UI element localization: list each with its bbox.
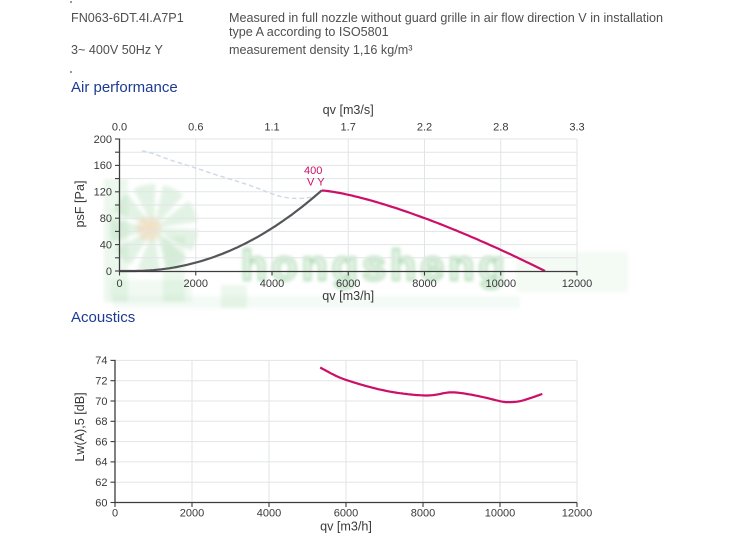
svg-text:0: 0 — [106, 266, 112, 278]
svg-text:68: 68 — [95, 416, 107, 428]
svg-text:160: 160 — [94, 160, 112, 172]
svg-text:0.6: 0.6 — [188, 122, 203, 134]
svg-text:12000: 12000 — [562, 278, 593, 290]
svg-text:2000: 2000 — [180, 508, 204, 520]
svg-text:V Y: V Y — [307, 177, 325, 189]
svg-text:6000: 6000 — [334, 508, 358, 520]
svg-text:4000: 4000 — [260, 278, 284, 290]
svg-text:1.1: 1.1 — [264, 122, 279, 134]
svg-text:62: 62 — [95, 477, 107, 489]
svg-text:6000: 6000 — [336, 278, 360, 290]
svg-text:40: 40 — [100, 239, 112, 251]
svg-text:qv [m3/s]: qv [m3/s] — [323, 103, 374, 117]
svg-text:2000: 2000 — [184, 278, 208, 290]
svg-text:8000: 8000 — [411, 508, 435, 520]
svg-text:12000: 12000 — [562, 508, 593, 520]
svg-text:400: 400 — [304, 165, 322, 177]
svg-text:psF [Pa]: psF [Pa] — [73, 181, 87, 228]
svg-text:3.3: 3.3 — [569, 122, 584, 134]
svg-text:72: 72 — [95, 376, 107, 388]
svg-text:200: 200 — [94, 134, 112, 146]
svg-text:80: 80 — [100, 213, 112, 225]
svg-text:hongsheng: hongsheng — [241, 242, 509, 290]
svg-text:qv [m3/h]: qv [m3/h] — [322, 289, 374, 303]
svg-text:0.0: 0.0 — [112, 122, 127, 134]
svg-text:60: 60 — [95, 497, 107, 509]
svg-text:10000: 10000 — [485, 508, 516, 520]
svg-text:2.8: 2.8 — [493, 122, 508, 134]
svg-text:64: 64 — [95, 457, 107, 469]
svg-text:70: 70 — [95, 396, 107, 408]
svg-text:120: 120 — [94, 187, 112, 199]
svg-text:Lw(A),5 [dB]: Lw(A),5 [dB] — [73, 392, 87, 461]
svg-text:0: 0 — [116, 278, 122, 290]
svg-text:1.7: 1.7 — [341, 122, 356, 134]
svg-text:66: 66 — [95, 436, 107, 448]
svg-text:2.2: 2.2 — [417, 122, 432, 134]
svg-text:10000: 10000 — [486, 278, 517, 290]
svg-text:qv [m3/h]: qv [m3/h] — [320, 520, 372, 534]
svg-text:4000: 4000 — [257, 508, 281, 520]
svg-text:0: 0 — [112, 508, 118, 520]
svg-text:74: 74 — [95, 355, 107, 367]
svg-text:8000: 8000 — [412, 278, 436, 290]
